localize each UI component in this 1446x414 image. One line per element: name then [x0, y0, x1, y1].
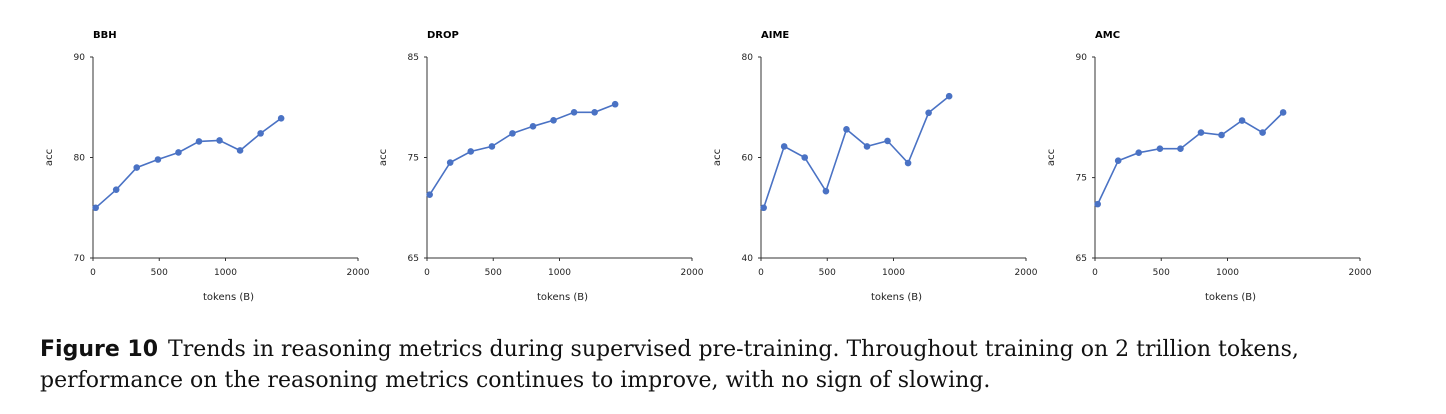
data-point [1238, 117, 1246, 124]
data-point [570, 108, 578, 116]
x-tick-label: 0 [1092, 268, 1098, 278]
x-tick-label: 0 [90, 268, 96, 278]
x-tick-label: 500 [151, 268, 168, 278]
y-tick-label: 40 [742, 254, 754, 264]
data-point [591, 108, 598, 116]
data-point [195, 138, 203, 145]
y-tick-label: 85 [408, 53, 419, 63]
data-point [92, 204, 99, 212]
data-point [925, 109, 932, 117]
data-point [175, 149, 182, 156]
y-tick-label: 90 [74, 53, 86, 63]
x-tick-label: 2000 [681, 268, 704, 278]
figure-label: Figure 10 [40, 337, 159, 362]
data-point [488, 143, 496, 150]
y-tick-label: 70 [74, 254, 86, 264]
series-line [95, 117, 282, 209]
y-tick-label: 60 [742, 154, 754, 164]
data-point [760, 204, 767, 212]
chart-title: DROP [427, 30, 459, 41]
y-tick-label: 80 [742, 53, 754, 63]
data-point [1156, 145, 1164, 152]
x-tick-label: 1000 [882, 268, 905, 278]
data-point [467, 148, 475, 155]
data-point [550, 117, 557, 124]
data-point [1114, 157, 1122, 165]
data-point [1177, 145, 1184, 152]
y-axis-label: acc [44, 149, 55, 166]
y-axis-label: acc [1046, 149, 1057, 166]
series-line [1096, 111, 1284, 205]
y-axis-label: acc [378, 149, 389, 166]
chart-svg: DROP 65 75 85 0 500 1000 2000 tokens (B) acc [378, 30, 704, 303]
data-point [1218, 131, 1225, 139]
figure-caption: Figure 10 Trends in reasoning metrics dur… [40, 334, 1432, 396]
data-point [904, 159, 912, 167]
data-point [1279, 109, 1287, 116]
data-point [1197, 129, 1205, 136]
chart-svg: AIME 40 60 80 0 500 1000 2000 tokens (B) acc [712, 30, 1038, 303]
data-point [801, 154, 809, 161]
chart-amc: AMC 65 75 90 0 500 1000 2000 tokens (B) acc [1002, 0, 1372, 320]
data-point [611, 100, 619, 108]
chart-title: BBH [93, 30, 117, 41]
x-tick-label: 0 [424, 268, 430, 278]
series-line [429, 103, 616, 196]
data-point [1135, 149, 1143, 156]
y-tick-label: 75 [408, 154, 419, 164]
x-tick-label: 2000 [347, 268, 370, 278]
chart-svg: BBH 70 80 90 0 500 1000 2000 tokens (B) acc [44, 30, 370, 303]
data-point [446, 159, 454, 166]
chart-svg: AMC 65 75 90 0 500 1000 2000 tokens (B) acc [1046, 30, 1372, 303]
y-tick-label: 80 [74, 154, 86, 164]
x-axis-label: tokens (B) [203, 292, 254, 303]
data-point [780, 143, 788, 150]
y-axis-label: acc [712, 149, 723, 166]
data-point [884, 137, 891, 145]
x-axis-label: tokens (B) [1205, 292, 1256, 303]
y-tick-label: 75 [1076, 174, 1087, 184]
y-tick-label: 65 [1076, 254, 1087, 264]
data-point [426, 191, 433, 198]
data-point [1094, 200, 1101, 208]
data-point [112, 186, 120, 193]
data-point [945, 92, 953, 100]
data-point [133, 164, 141, 171]
data-point [822, 187, 830, 195]
chart-title: AMC [1095, 30, 1120, 41]
x-axis-label: tokens (B) [537, 292, 588, 303]
chart-drop: DROP 65 75 85 0 500 1000 2000 tokens (B) acc [334, 0, 704, 320]
x-tick-label: 0 [758, 268, 764, 278]
x-tick-label: 500 [485, 268, 502, 278]
chart-bbh: BBH 70 80 90 0 500 1000 2000 tokens (B) acc [0, 0, 370, 320]
data-point [1259, 129, 1266, 136]
data-point [236, 147, 244, 154]
data-point [843, 126, 850, 133]
y-tick-label: 90 [1076, 53, 1088, 63]
x-tick-label: 2000 [1015, 268, 1038, 278]
x-tick-label: 500 [819, 268, 836, 278]
x-tick-label: 2000 [1349, 268, 1372, 278]
x-tick-label: 1000 [1216, 268, 1239, 278]
chart-title: AIME [761, 30, 789, 41]
series-line [762, 95, 950, 209]
charts-row: BBH 70 80 90 0 500 1000 2000 tokens (B) acc DROP 65… [0, 0, 1372, 320]
caption-text: Trends in reasoning metrics during super… [40, 337, 1299, 393]
x-tick-label: 500 [1153, 268, 1170, 278]
data-point [509, 130, 516, 137]
chart-aime: AIME 40 60 80 0 500 1000 2000 tokens (B) acc [668, 0, 1038, 320]
data-point [154, 156, 162, 163]
data-point [257, 130, 264, 137]
y-tick-label: 65 [408, 254, 419, 264]
data-point [277, 115, 285, 122]
x-tick-label: 1000 [548, 268, 571, 278]
data-point [529, 123, 537, 130]
data-point [863, 143, 871, 150]
x-tick-label: 1000 [214, 268, 237, 278]
data-point [216, 137, 223, 144]
x-axis-label: tokens (B) [871, 292, 922, 303]
